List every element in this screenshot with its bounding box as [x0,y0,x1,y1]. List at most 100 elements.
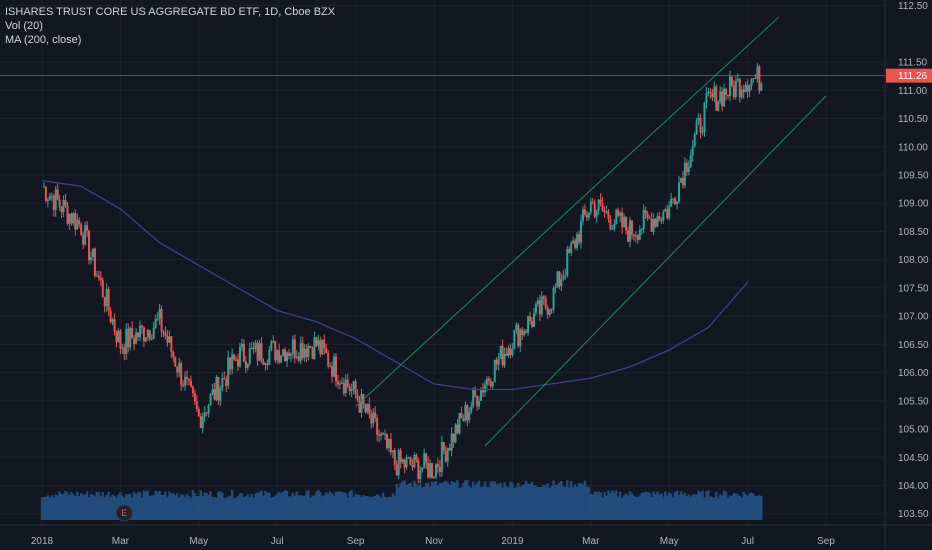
volume-bar [581,484,585,520]
candle-body [411,465,414,468]
candle-body [678,182,680,202]
volume-bar [244,495,248,520]
candle-body [368,404,371,414]
ma200-line [41,179,749,391]
candle-body [60,206,63,213]
volume-bar [321,496,324,520]
candle-body [603,210,606,213]
volume-bar [542,484,545,520]
candle-body [607,211,610,220]
volume-bar [344,493,347,520]
last-price-label: 111.26 [898,71,928,82]
volume-bar [195,496,199,520]
volume-bar [350,490,353,520]
candle-body [595,210,598,217]
volume-bar [687,494,690,520]
candle-body [225,379,228,386]
volume-bar [744,494,747,520]
volume-bar [658,494,661,520]
candle-body [393,450,396,465]
candle-body [237,359,239,367]
symbol-title: ISHARES TRUST CORE US AGGREGATE BD ETF, … [5,6,336,18]
moving-average-indicator-label[interactable]: MA (200, close) [5,34,82,46]
candle-body [642,210,645,230]
volume-bar [409,482,412,520]
candle-body [223,378,226,380]
volume-bar [722,490,726,520]
candle-body [399,450,402,463]
volume-bar [668,492,671,520]
volume-bar [99,496,102,520]
volume-bar [227,496,230,520]
volume-bar [374,495,377,520]
volume-bar [664,491,667,520]
earnings-event-icon[interactable] [115,504,133,522]
volume-bar [718,494,722,520]
candle-body [99,277,102,281]
candle-body [431,462,434,478]
volume-indicator-label[interactable]: Vol (20) [5,20,43,32]
volume-bar [360,496,363,520]
volume-bar [652,491,655,520]
volume-bar [101,492,104,520]
volume-bar [385,497,389,520]
candle-body [442,442,445,452]
candle-body [117,330,120,343]
candle-body [90,257,92,261]
candle-body [364,404,367,413]
candle-body [546,307,549,315]
volume-bar [681,494,685,520]
candle-body [162,331,165,334]
candle-body [721,91,724,107]
candle-body [525,331,528,333]
candle-body [468,411,471,421]
candle-body [372,412,375,424]
candle-body [640,229,643,231]
channel-lower-line[interactable] [484,95,827,447]
candle-body [417,459,420,479]
candle-body [585,214,588,218]
candle-body [689,155,692,167]
candle-body [521,329,524,336]
candle-body [605,211,608,213]
candle-body [74,213,77,230]
volume-bar [685,495,689,520]
candle-body [360,394,363,413]
volume-bar [203,492,206,520]
candle-body [497,358,500,365]
candle-body [725,88,728,96]
volume-bar [168,491,171,520]
candle-body [456,424,459,434]
candle-body [415,454,418,460]
channel-upper-line[interactable] [355,16,780,407]
candle-body [629,220,631,242]
volume-bar [60,494,63,520]
candle-body [476,395,479,407]
candle-body [750,79,753,86]
volume-bar [577,483,581,520]
candle-body [480,388,483,402]
last-price-tag [886,68,932,83]
volume-bar [44,496,48,520]
volume-bar [472,481,475,520]
candle-body [82,234,85,245]
volume-bar [536,487,540,520]
x-tick-label: Nov [425,536,443,547]
candle-body [186,376,189,379]
candle-body [384,434,386,436]
volume-bar [487,487,491,520]
volume-bar [450,481,453,520]
volume-bar [221,492,224,520]
candle-body [730,76,733,86]
candle-body [52,195,55,211]
candle-body [101,280,104,298]
volume-bar [332,495,336,520]
volume-bar [309,497,312,520]
volume-bar [187,496,191,520]
volume-bar [54,494,57,520]
candle-body [523,331,526,336]
volume-bar [440,483,444,520]
